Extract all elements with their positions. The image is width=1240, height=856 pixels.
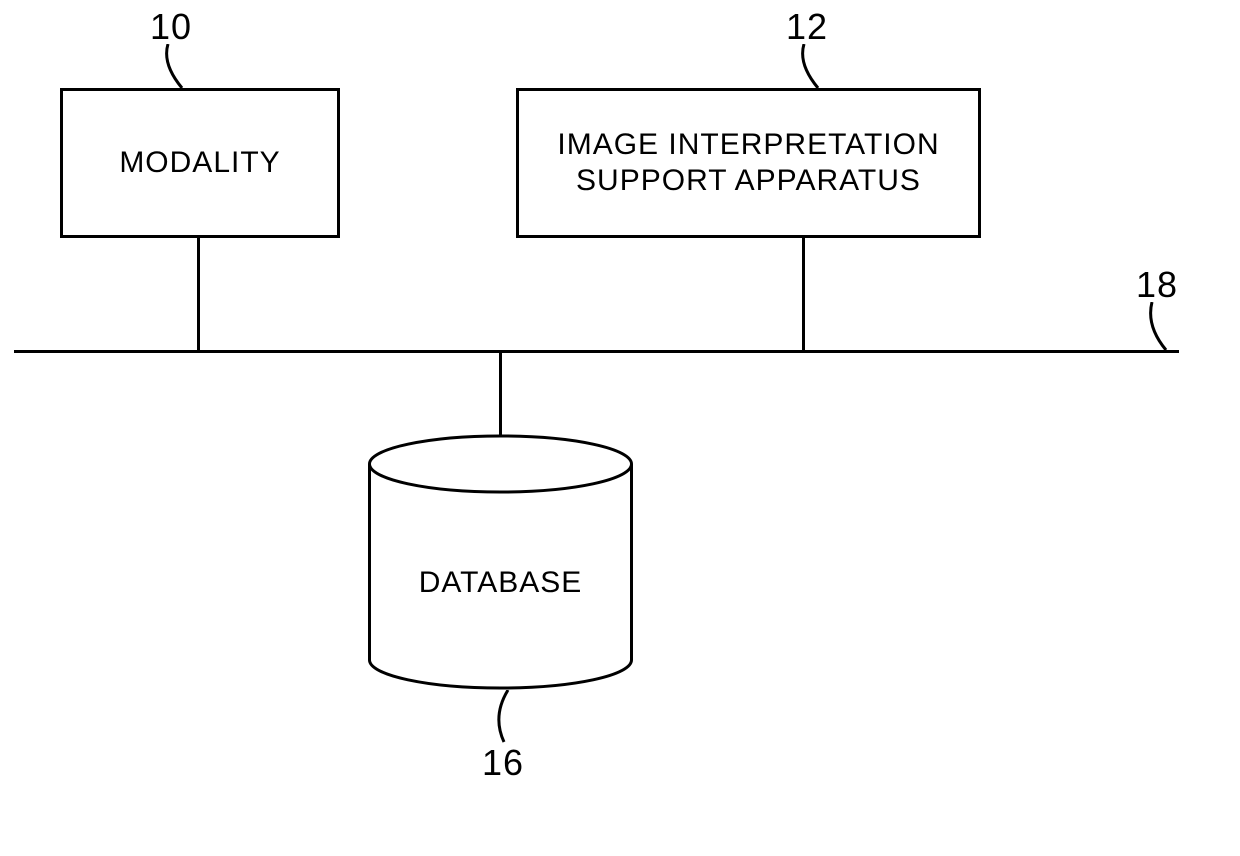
leader-10 [160, 44, 200, 92]
ref-num-12: 12 [786, 6, 828, 48]
diagram-canvas: 10 12 MODALITY IMAGE INTERPRETATION SUPP… [0, 0, 1240, 856]
apparatus-label: IMAGE INTERPRETATION SUPPORT APPARATUS [557, 127, 939, 199]
apparatus-box: IMAGE INTERPRETATION SUPPORT APPARATUS [516, 88, 981, 238]
apparatus-label-line1: IMAGE INTERPRETATION [557, 128, 939, 161]
bus-line [14, 350, 1179, 353]
database-label: DATABASE [368, 566, 633, 600]
ref-num-12-text: 12 [786, 6, 828, 47]
connector-modality [197, 238, 200, 350]
database-cylinder [368, 434, 633, 692]
connector-apparatus [802, 238, 805, 350]
modality-label: MODALITY [119, 145, 280, 181]
leader-12 [796, 44, 836, 92]
apparatus-label-line2: SUPPORT APPARATUS [576, 164, 921, 197]
ref-num-18-text: 18 [1136, 264, 1178, 305]
ref-num-10-text: 10 [150, 6, 192, 47]
ref-num-18: 18 [1136, 264, 1178, 306]
ref-num-10: 10 [150, 6, 192, 48]
ref-num-16: 16 [482, 742, 524, 784]
database-label-text: DATABASE [419, 566, 583, 599]
ref-num-16-text: 16 [482, 742, 524, 783]
leader-18 [1144, 302, 1184, 354]
leader-16 [490, 690, 530, 744]
modality-box: MODALITY [60, 88, 340, 238]
